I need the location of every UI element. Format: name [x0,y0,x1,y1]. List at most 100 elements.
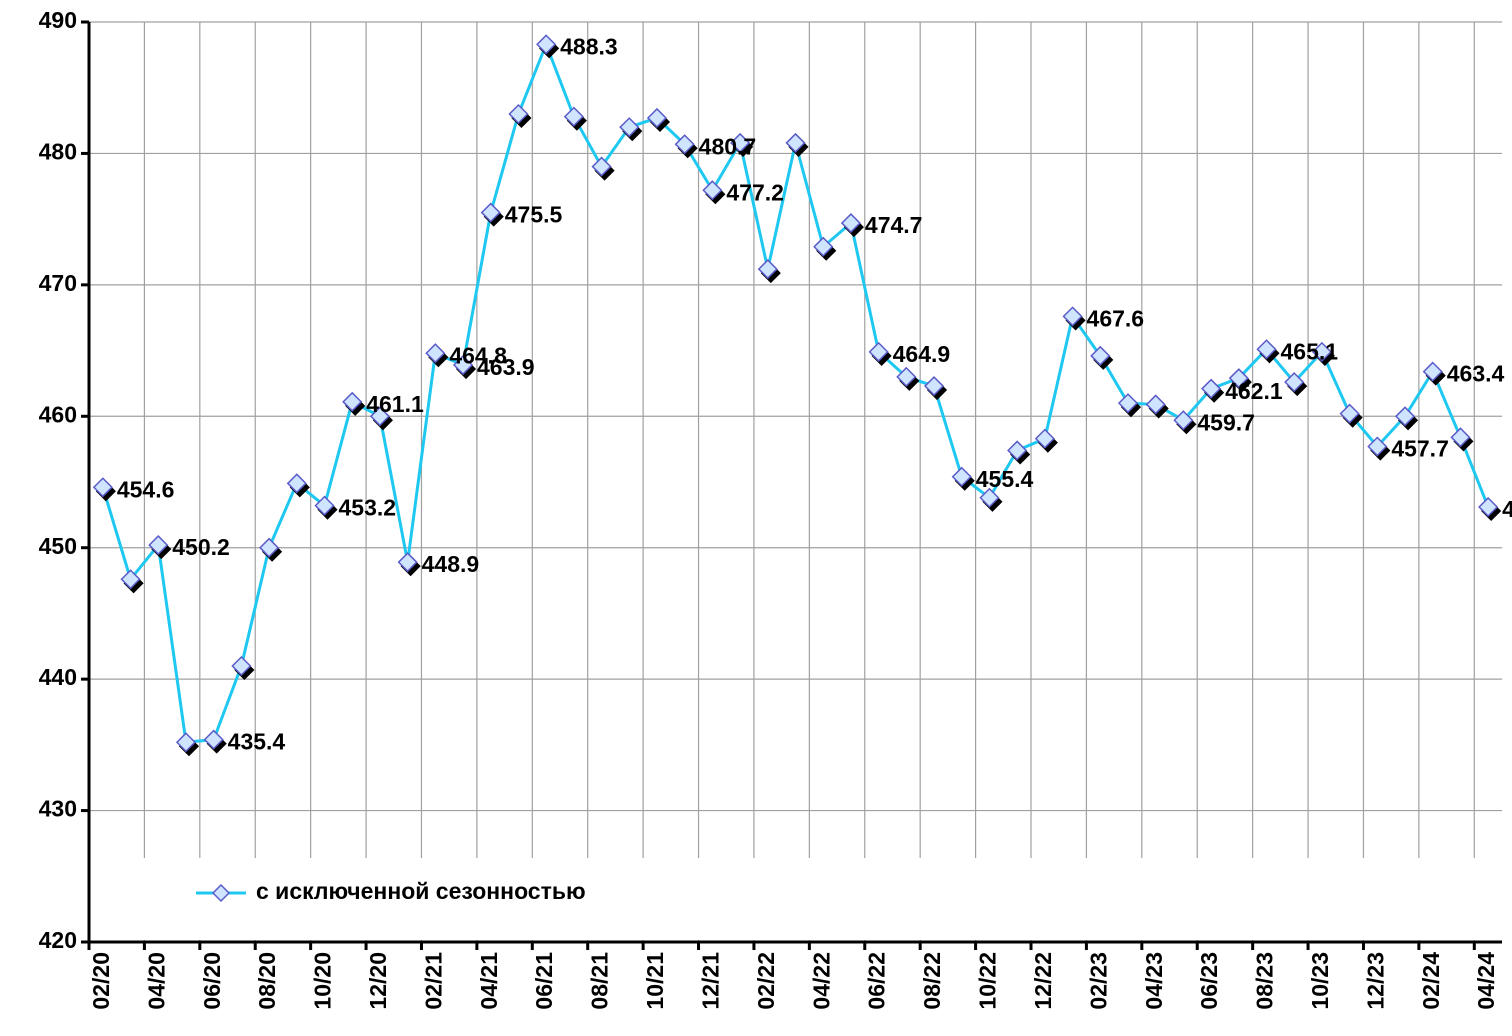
marker [1145,394,1166,415]
y-tick-label: 420 [39,927,77,953]
marker [120,569,141,590]
marker [452,354,474,376]
marker [868,341,889,362]
data-label: 467.6 [1087,305,1145,331]
marker [813,236,834,257]
x-tick-label: 06/21 [531,952,557,1010]
x-tick-label: 02/24 [1418,952,1444,1010]
marker [896,366,917,387]
marker [619,117,640,138]
x-tick-label: 12/20 [365,952,391,1010]
x-tick-label: 08/22 [919,952,945,1010]
marker [148,535,169,556]
marker [1173,410,1194,431]
marker [1117,393,1139,414]
data-label: 455.4 [976,466,1034,492]
x-tick-label: 12/22 [1030,952,1056,1010]
marker [369,406,390,427]
marker [231,655,252,677]
x-tick-label: 12/23 [1362,952,1388,1010]
marker [1256,339,1277,360]
marker [1228,368,1249,389]
x-tick-label: 02/23 [1085,952,1111,1010]
data-label: 474.7 [865,212,923,238]
marker [1394,406,1416,427]
marker [951,466,972,487]
marker [1450,427,1471,448]
marker [314,495,335,516]
x-tick-label: 10/23 [1307,952,1333,1010]
marker [1201,378,1222,399]
marker [425,343,446,364]
marker [757,259,778,280]
y-tick-label: 430 [39,796,77,822]
x-tick-label: 08/20 [254,952,280,1010]
data-label: 480.7 [699,133,757,159]
x-tick-label: 08/23 [1252,952,1278,1010]
marker [1422,361,1443,382]
y-tick-label: 440 [39,664,77,690]
marker [840,213,861,234]
data-label: 465.1 [1281,338,1339,364]
x-tick-label: 10/22 [975,952,1001,1010]
data-label: 461.1 [366,391,424,417]
x-tick-label: 12/21 [697,952,723,1010]
marker [536,34,557,55]
y-tick-label: 470 [39,270,77,296]
data-label: 463.4 [1447,361,1505,387]
marker [203,729,224,750]
marker [591,156,612,177]
marker [1034,428,1055,449]
marker [1311,341,1332,362]
data-label: 459.7 [1197,409,1255,435]
marker [979,487,1000,508]
marker [259,537,280,558]
data-label: 453.2 [339,495,397,521]
x-tick-label: 02/21 [420,952,446,1010]
marker [923,375,945,397]
marker [1478,496,1499,518]
marker [286,473,307,494]
y-tick-label: 460 [39,401,77,427]
data-label: 435.4 [228,729,286,755]
data-label: 464.9 [893,341,951,367]
marker [1062,306,1083,327]
data-label: 477.2 [726,179,784,205]
marker [1339,403,1360,424]
marker [342,391,363,412]
data-label: 488.3 [560,33,618,59]
legend-label: с исключенной сезонностью [256,878,586,904]
marker [92,477,113,498]
data-label: 462.1 [1225,378,1283,404]
x-tick-label: 04/23 [1141,952,1167,1010]
y-tick-label: 490 [39,7,77,33]
marker [175,732,197,753]
x-tick-label: 04/20 [143,952,169,1010]
marker [785,132,806,153]
y-tick-label: 480 [39,139,77,165]
y-tick-label: 450 [39,533,77,559]
x-tick-label: 08/21 [587,952,613,1010]
data-label: 457.7 [1391,436,1449,462]
marker [646,107,668,129]
x-tick-label: 02/22 [753,952,779,1010]
x-tick-label: 06/20 [199,952,225,1010]
data-label: 475.5 [505,202,563,228]
marker [1090,345,1111,366]
x-tick-label: 06/22 [864,952,890,1010]
marker [674,134,695,155]
data-label: 464.8 [449,342,507,368]
data-label: 454.6 [117,476,175,502]
marker [730,132,751,153]
x-tick-label: 10/21 [642,952,668,1010]
marker [508,103,529,125]
x-tick-label: 06/23 [1196,952,1222,1010]
x-tick-label: 04/24 [1473,952,1499,1010]
data-label: 463.9 [477,354,535,380]
x-tick-label: 10/20 [310,952,336,1010]
marker [1367,436,1388,457]
legend-box [128,858,1502,940]
marker [1007,440,1028,461]
legend-marker [211,883,231,903]
